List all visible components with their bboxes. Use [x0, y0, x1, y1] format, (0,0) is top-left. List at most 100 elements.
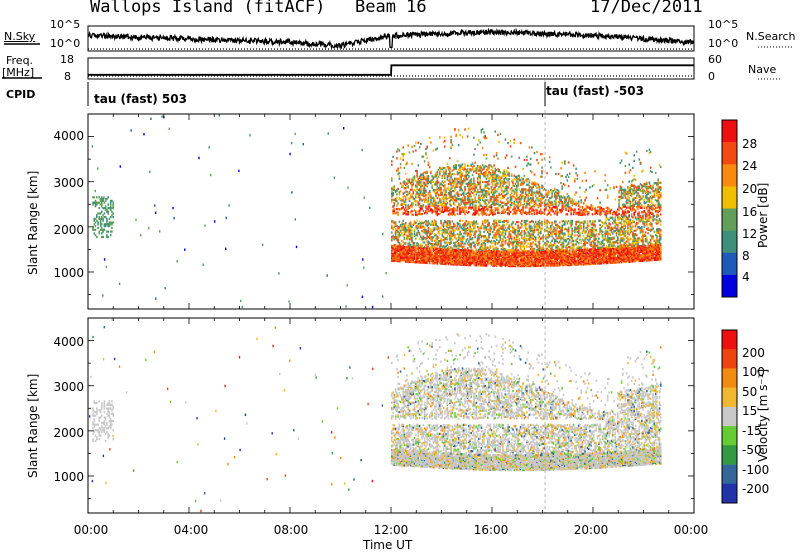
power-echo-cell: [447, 249, 450, 252]
power-echo-cell: [518, 226, 521, 229]
power-echo-cell: [415, 141, 417, 144]
power-echo-cell: [553, 192, 556, 195]
power-echo-cell: [493, 198, 495, 201]
power-echo-cell: [426, 251, 428, 254]
power-echo-cell: [532, 263, 534, 266]
power-echo-cell: [455, 245, 457, 248]
power-echo-cell: [415, 203, 417, 206]
power-echo-cell: [452, 245, 455, 248]
power-echo-cell: [553, 252, 556, 255]
power-echo-cell: [538, 259, 541, 262]
power-echo-cell: [497, 174, 499, 177]
power-echo-cell: [505, 219, 508, 222]
power-echo-cell: [478, 209, 480, 212]
power-echo-cell: [545, 204, 547, 208]
power-echo-cell: [392, 234, 394, 237]
power-echo-cell: [567, 256, 570, 259]
power-echo-cell: [422, 155, 425, 158]
power-echo-cell: [484, 252, 486, 255]
power-echo-cell: [455, 240, 457, 244]
power-echo-cell: [560, 175, 562, 178]
power-echo-cell: [445, 231, 447, 234]
power-echo-cell: [450, 231, 452, 234]
power-echo-cell: [479, 186, 481, 189]
power-echo-cell: [416, 225, 418, 228]
power-echo-cell: [497, 232, 499, 235]
power-echo-cell: [484, 165, 486, 168]
power-echo-cell: [470, 202, 473, 205]
power-echo-cell: [493, 234, 495, 237]
power-echo-cell: [461, 257, 464, 260]
power-echo-cell: [507, 219, 509, 222]
power-echo-cell: [546, 192, 548, 195]
power-echo-cell: [447, 228, 450, 231]
power-echo-cell: [431, 184, 433, 187]
power-echo-cell: [536, 197, 538, 200]
power-echo-cell: [485, 172, 488, 175]
power-echo-cell: [528, 163, 531, 166]
power-echo-cell: [538, 264, 541, 267]
power-echo-cell: [425, 152, 427, 155]
power-echo-cell: [420, 183, 422, 186]
power-echo-cell: [527, 195, 529, 198]
power-echo-cell: [464, 260, 466, 263]
power-echo-cell: [513, 260, 516, 263]
power-echo-cell: [493, 228, 495, 231]
power-echo-cell: [479, 174, 481, 177]
power-echo-cell: [504, 171, 507, 174]
power-echo-cell: [430, 236, 432, 239]
power-echo-cell: [432, 229, 435, 232]
power-echo-cell: [445, 261, 447, 264]
power-echo-cell: [437, 189, 440, 192]
power-echo-cell: [447, 175, 450, 178]
power-echo-cell: [437, 255, 440, 258]
power-echo-cell: [452, 179, 455, 182]
power-echo-cell: [516, 200, 518, 203]
power-echo-cell: [566, 255, 569, 258]
power-echo-cell: [538, 194, 541, 197]
power-echo-cell: [517, 197, 519, 200]
power-echo-cell: [566, 238, 569, 241]
power-echo-cell: [440, 167, 442, 171]
power-echo-cell: [516, 186, 518, 189]
power-echo-cell: [561, 202, 563, 205]
power-echo-cell: [548, 230, 551, 233]
power-echo-cell: [528, 208, 531, 211]
power-echo-cell: [545, 221, 547, 224]
power-echo-cell: [437, 201, 440, 204]
power-echo-cell: [473, 259, 475, 262]
power-echo-cell: [565, 204, 567, 207]
power-echo-cell: [556, 210, 558, 213]
power-cb-tick-16: 16: [742, 205, 758, 219]
power-echo-cell: [476, 222, 479, 225]
power-echo-cell: [433, 260, 436, 263]
power-echo-cell: [555, 194, 557, 197]
power-echo-cell: [464, 242, 466, 245]
power-echo-cell: [571, 258, 574, 261]
power-echo-cell: [420, 173, 422, 176]
power-echo-cell: [403, 258, 406, 261]
power-echo-cell: [459, 171, 461, 174]
power-echo-cell: [527, 231, 529, 234]
power-echo-cell: [479, 250, 481, 254]
power-echo-cell: [570, 246, 572, 250]
power-echo-cell: [455, 263, 457, 266]
power-echo-cell: [487, 199, 489, 202]
power-echo-cell: [452, 261, 455, 264]
power-echo-cell: [450, 227, 452, 230]
power-echo-cell: [570, 222, 572, 225]
power-echo-cell: [468, 127, 470, 130]
power-echo-cell: [471, 213, 474, 216]
power-echo-cell: [468, 190, 470, 193]
power-echo-cell: [392, 245, 394, 248]
power-echo-cell: [522, 182, 524, 185]
power-echo-cell: [449, 200, 451, 203]
power-echo-cell: [483, 227, 485, 230]
power-echo-cell: [495, 154, 498, 157]
power-echo-cell: [564, 255, 566, 258]
power-echo-cell: [507, 191, 509, 194]
power-echo-cell: [503, 253, 505, 256]
power-echo-cell: [508, 207, 510, 210]
power-echo-cell: [394, 244, 397, 247]
power-echo-cell: [518, 196, 521, 199]
